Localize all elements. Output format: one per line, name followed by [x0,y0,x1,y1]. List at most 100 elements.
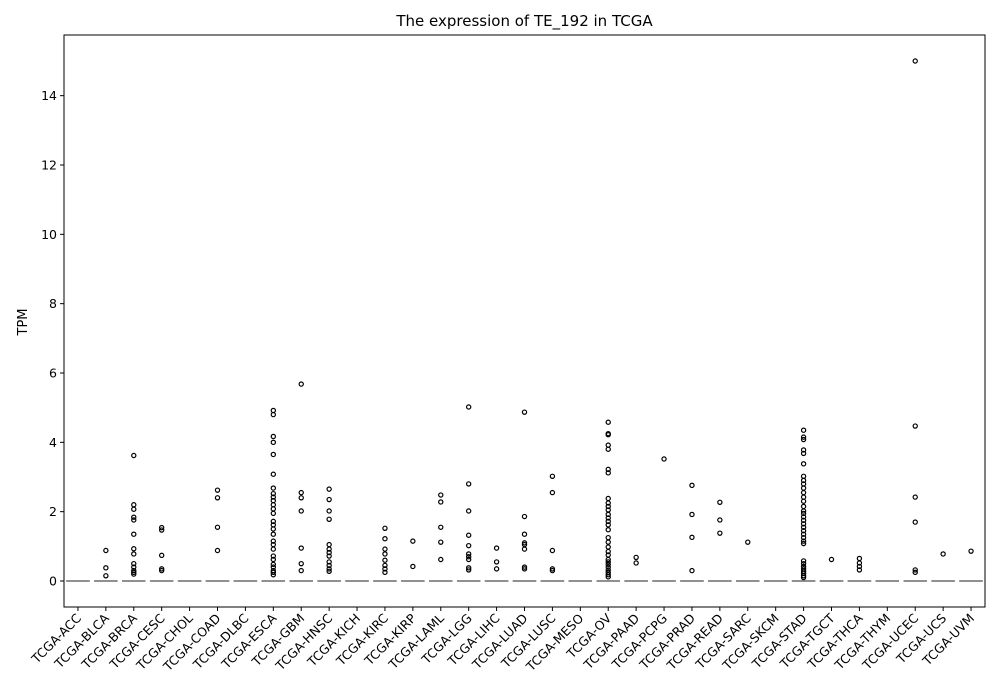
outlier-point [828,556,835,563]
outlier-point [382,566,388,572]
outlier-point [605,574,611,580]
y-tick-label: 0 [49,574,57,589]
outlier-point [856,563,863,570]
outlier-point [689,567,695,574]
outlier-point [800,447,807,453]
outlier-point [326,496,332,503]
outlier-point [800,531,807,537]
outlier-point [605,518,611,525]
outlier-point [800,563,807,570]
outlier-point [605,534,611,541]
outlier-point [800,508,807,514]
outlier-point [800,434,807,440]
outlier-point [661,456,667,462]
outlier-point [158,527,165,533]
outlier-point [270,526,277,532]
outlier-point [605,572,611,578]
outlier-point [465,532,472,538]
outlier-point [382,562,388,569]
outlier-point [912,567,918,573]
outlier-point [605,559,611,565]
outlier-point [270,564,277,570]
outlier-point [605,564,611,570]
outlier-point [605,561,611,568]
outlier-point [131,571,137,577]
outlier-point [465,554,472,560]
outlier-point [131,514,137,520]
outlier-point [326,549,332,556]
outlier-point [549,566,556,572]
outlier-point [800,558,807,564]
outlier-point [326,566,332,572]
outlier-point [912,423,918,429]
outlier-point [633,560,639,566]
outlier-point [605,522,611,528]
y-tick-label: 14 [41,88,57,103]
outlier-point [912,569,918,576]
outlier-point [800,538,807,544]
outlier-point [438,492,444,498]
outlier-point [438,524,444,530]
chart-title: The expression of TE_192 in TCGA [395,12,653,31]
outlier-point [270,510,277,517]
outlier-point [940,551,946,557]
outlier-point [270,485,277,491]
outlier-point [800,574,807,581]
y-axis-label: TPM [16,309,31,337]
outlier-point [800,489,807,496]
outlier-point [326,541,332,548]
outlier-point [605,503,611,510]
outlier-point [465,481,472,487]
outlier-point [270,572,277,578]
outlier-point [717,499,723,506]
outlier-point [131,569,137,576]
outlier-point [465,404,472,410]
outlier-point [131,531,137,537]
outlier-point [605,466,611,473]
outlier-point [270,546,277,552]
outlier-point [298,508,304,514]
outlier-point [521,566,528,572]
outlier-point [800,524,807,530]
outlier-point [438,539,444,545]
outlier-point [912,58,918,64]
outlier-point [298,560,304,567]
outlier-point [158,566,165,572]
outlier-point [800,498,807,504]
outlier-point [605,515,611,521]
y-tick-label: 8 [49,296,57,311]
outlier-point [493,559,500,565]
outlier-point [800,436,807,443]
outlier-point [298,495,304,501]
outlier-point [326,508,332,514]
outlier-point [465,565,472,571]
outlier-point [270,433,277,440]
outlier-point [270,451,277,458]
outlier-point [493,545,500,551]
outlier-point [800,427,807,433]
outlier-point [326,568,332,574]
outlier-point [856,555,863,562]
outlier-point [605,548,611,555]
outlier-point [605,526,611,533]
outlier-point [158,524,165,531]
outlier-point [465,542,472,549]
outlier-point [298,545,304,551]
outlier-point [521,531,528,537]
outlier-point [214,495,221,501]
outlier-point [270,494,277,500]
outlier-point [745,539,751,545]
outlier-point [410,538,416,544]
outlier-point [465,508,472,514]
outlier-point [605,419,611,425]
outlier-point [298,567,304,574]
outlier-point [549,547,556,554]
outlier-point [382,546,388,552]
outlier-point [131,546,137,552]
outlier-point [158,567,165,574]
outlier-point [800,450,807,457]
outlier-point [605,556,611,563]
outlier-point [382,551,388,557]
outlier-point [103,547,109,554]
